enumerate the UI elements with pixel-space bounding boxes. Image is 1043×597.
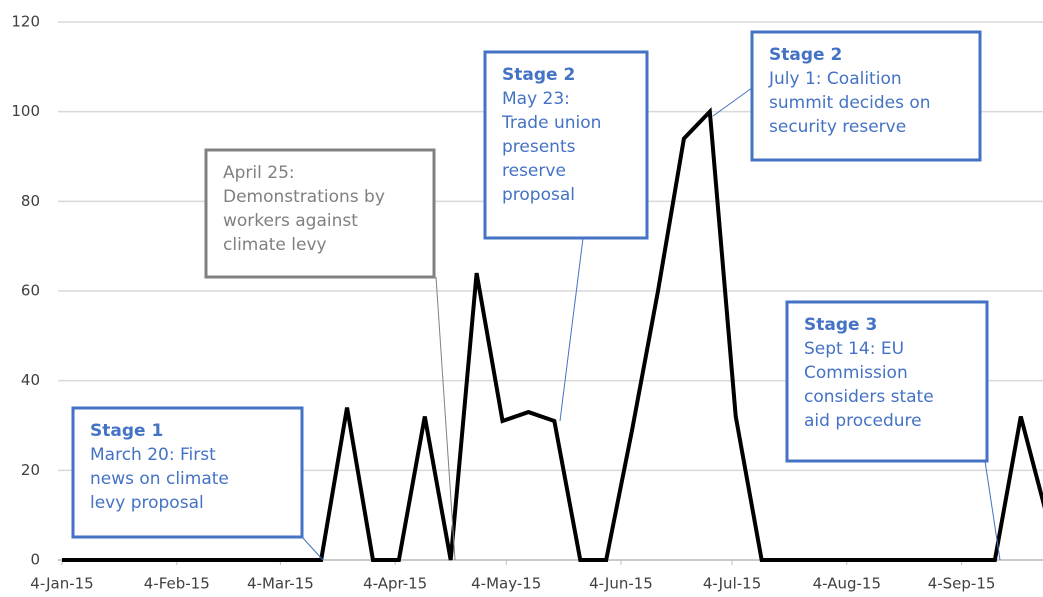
- annotation-text: climate levy: [223, 235, 327, 255]
- x-tick-label: 4-Jul-15: [703, 575, 761, 593]
- annotation-heading: Stage 2: [502, 65, 575, 85]
- annotation-text: March 20: First: [90, 445, 216, 465]
- annotation-text: Demonstrations by: [223, 187, 385, 207]
- annotation-heading: Stage 1: [90, 421, 163, 441]
- y-tick-label: 120: [11, 13, 40, 31]
- annotation-text: levy proposal: [90, 493, 204, 513]
- annotation-box: [204, 148, 436, 279]
- annotation: April 25: Demonstrations by workers agains…: [204, 148, 456, 561]
- y-tick-label: 100: [11, 102, 40, 120]
- annotation-heading: Stage 2: [769, 45, 842, 65]
- y-tick-label: 80: [21, 192, 40, 210]
- annotation-box: [750, 30, 982, 162]
- x-tick-label: 4-Feb-15: [144, 575, 210, 593]
- annotation-text: presents: [502, 137, 576, 157]
- annotation-text: Commission: [804, 363, 908, 383]
- x-tick-label: 4-Jan-15: [30, 575, 93, 593]
- annotation-text: July 1: Coalition: [768, 69, 902, 89]
- leader-line: [984, 460, 1001, 561]
- annotation-text: aid procedure: [804, 411, 922, 431]
- leader-line: [712, 84, 757, 117]
- x-tick-label: 4-Apr-15: [363, 575, 427, 593]
- annotation-text: Trade union: [501, 113, 601, 133]
- leader-line: [435, 276, 456, 561]
- annotation-text: April 25:: [223, 163, 295, 183]
- x-tick-label: 4-Aug-15: [813, 575, 881, 593]
- annotation-text: news on climate: [90, 469, 229, 489]
- annotation: Stage 2 July 1: Coalition summit decides o…: [712, 30, 982, 162]
- annotation-text: security reserve: [769, 117, 906, 137]
- leader-line: [301, 536, 324, 561]
- annotation-text: considers state: [804, 387, 934, 407]
- annotation: Stage 2 May 23: Trade union presents reserve…: [483, 50, 649, 422]
- x-tick-label: 4-May-15: [471, 575, 541, 593]
- annotation-box: [483, 50, 649, 240]
- annotation: Stage 1 March 20: First news on climate lev…: [71, 406, 324, 561]
- annotation-box: [71, 406, 304, 539]
- x-tick-label: 4-Sep-15: [928, 575, 996, 593]
- annotation-box: [785, 300, 989, 463]
- leader-line: [559, 237, 584, 422]
- annotation-text: Sept 14: EU: [804, 339, 904, 359]
- x-tick-label: 4-Mar-15: [247, 575, 314, 593]
- y-tick-label: 40: [21, 371, 40, 389]
- data-line: [62, 107, 1043, 562]
- annotation-text: summit decides on: [769, 93, 931, 113]
- y-tick-label: 0: [30, 551, 40, 569]
- x-tick-label: 4-Jun-15: [589, 575, 653, 593]
- y-tick-label: 20: [21, 461, 40, 479]
- y-tick-label: 60: [21, 282, 40, 300]
- annotation-text: proposal: [502, 185, 575, 205]
- annotation-text: workers against: [223, 211, 358, 231]
- annotation-text: reserve: [502, 161, 566, 181]
- annotation: Stage 3 Sept 14: EU Commission considers st…: [785, 300, 1001, 561]
- annotation-text: May 23:: [502, 89, 570, 109]
- annotation-heading: Stage 3: [804, 315, 877, 335]
